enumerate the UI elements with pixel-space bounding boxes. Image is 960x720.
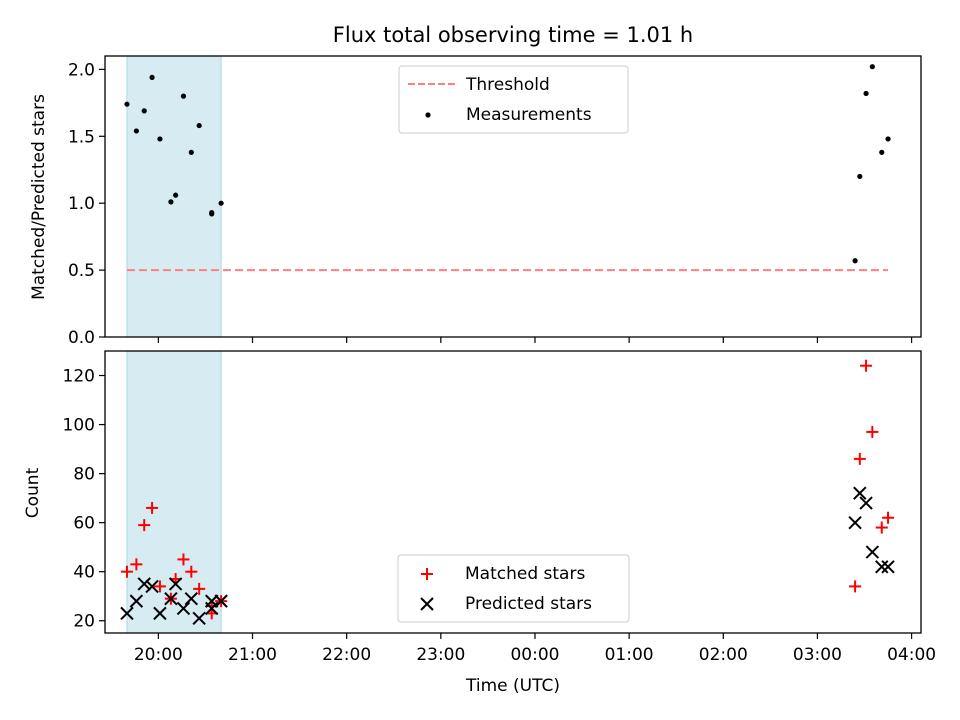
predicted-star-point bbox=[145, 579, 159, 594]
matched-star-point bbox=[860, 359, 873, 372]
legend-matched-label: Matched stars bbox=[465, 564, 585, 584]
predicted-star-point bbox=[137, 577, 151, 591]
x-axis-label: Time (UTC) bbox=[465, 676, 560, 696]
top-y-ticks: 0.0 0.5 1.0 1.5 2.0 bbox=[68, 60, 105, 348]
measurement-point bbox=[885, 136, 891, 142]
bottom-y-tick-label: 120 bbox=[63, 367, 95, 387]
x-tick-label: 23:00 bbox=[416, 645, 465, 665]
predicted-star-point bbox=[176, 601, 191, 616]
bottom-x-ticks: 20:00 21:00 22:00 23:00 00:00 01:00 02:00 03:00… bbox=[134, 633, 936, 665]
bottom-legend-box bbox=[397, 554, 630, 623]
measurement-point bbox=[141, 108, 147, 114]
legend-predicted-label: Predicted stars bbox=[465, 594, 592, 614]
measurement-point bbox=[209, 209, 215, 216]
matched-star-point bbox=[853, 452, 866, 465]
predicted-star-point bbox=[859, 496, 873, 510]
measurement-point bbox=[857, 173, 863, 180]
measurement-point bbox=[149, 74, 155, 81]
predicted-star-point bbox=[214, 594, 228, 608]
matched-star-point bbox=[177, 553, 190, 566]
bottom-shaded-span bbox=[126, 350, 222, 634]
top-y-tick-label: 1.0 bbox=[68, 194, 95, 214]
top-y-tick-label: 0.0 bbox=[68, 328, 95, 348]
measurement-point bbox=[196, 122, 202, 129]
predicted-star-point bbox=[205, 594, 219, 608]
matched-star-point bbox=[849, 580, 862, 593]
matched-star-point bbox=[146, 501, 159, 514]
bottom-y-ticks: 20 40 60 80 100 120 bbox=[63, 367, 105, 632]
legend-measurements-label: Measurements bbox=[466, 105, 592, 125]
predicted-star-point bbox=[848, 515, 862, 530]
predicted-star-point bbox=[192, 611, 206, 625]
predicted-star-point bbox=[120, 606, 134, 621]
bottom-y-axis-label: Count bbox=[23, 467, 43, 518]
matched-star-point bbox=[120, 565, 133, 578]
x-tick-label: 22:00 bbox=[322, 645, 371, 665]
measurement-point bbox=[180, 93, 187, 99]
top-axes-frame bbox=[104, 55, 922, 338]
bottom-shaded-region bbox=[126, 350, 222, 634]
bottom-y-tick-label: 40 bbox=[73, 563, 95, 583]
predicted-star-point bbox=[865, 545, 880, 559]
matched-star-point bbox=[153, 580, 166, 593]
matched-star-point bbox=[138, 519, 151, 532]
legend-measurements-dot-icon bbox=[425, 112, 431, 118]
top-y-tick-label: 0.5 bbox=[68, 261, 95, 281]
matched-star-point bbox=[866, 425, 879, 438]
predicted-star-point bbox=[881, 560, 895, 574]
bottom-y-tick-label: 60 bbox=[73, 514, 95, 534]
x-tick-label: 00:00 bbox=[510, 645, 559, 665]
measurement-point bbox=[869, 64, 875, 70]
x-tick-label: 02:00 bbox=[699, 645, 748, 665]
legend-matched-plus-icon bbox=[421, 568, 433, 580]
top-y-axis-label: Matched/Predicted stars bbox=[29, 94, 49, 300]
top-legend-box bbox=[398, 65, 629, 134]
bottom-plot-marks bbox=[120, 359, 895, 625]
matched-star-point bbox=[130, 558, 143, 571]
top-legend: Threshold Measurements bbox=[398, 65, 629, 134]
matched-star-point bbox=[882, 511, 895, 524]
predicted-star-point bbox=[153, 606, 167, 621]
measurement-point bbox=[173, 192, 179, 198]
predicted-star-point bbox=[168, 577, 183, 591]
bottom-y-tick-label: 80 bbox=[73, 465, 95, 485]
measurement-point bbox=[879, 149, 885, 155]
measurement-point bbox=[124, 101, 130, 107]
chart-title: Flux total observing time = 1.01 h bbox=[333, 23, 693, 47]
measurement-point bbox=[133, 128, 139, 134]
top-y-tick-label: 2.0 bbox=[68, 60, 95, 80]
measurement-point bbox=[218, 200, 224, 206]
predicted-star-point bbox=[853, 486, 867, 500]
x-tick-label: 20:00 bbox=[134, 645, 183, 665]
top-panel: 0.00.51.01.52.0 Matched/Predicted stars … bbox=[29, 55, 922, 348]
top-y-tick-label: 1.5 bbox=[68, 127, 95, 147]
matched-star-point bbox=[193, 582, 206, 595]
measurement-point bbox=[157, 136, 163, 142]
measurement-point bbox=[188, 149, 194, 155]
top-plot-marks bbox=[124, 64, 891, 272]
predicted-star-point bbox=[875, 560, 889, 574]
x-tick-label: 03:00 bbox=[793, 645, 842, 665]
predicted-star-point bbox=[164, 591, 178, 606]
legend-threshold-label: Threshold bbox=[465, 75, 550, 95]
x-tick-label: 04:00 bbox=[887, 645, 936, 665]
measurement-point bbox=[863, 90, 869, 97]
matched-star-point bbox=[185, 565, 198, 578]
measurement-point bbox=[168, 199, 174, 205]
top-x-ticks bbox=[157, 337, 913, 343]
measurement-point bbox=[852, 258, 858, 264]
x-tick-label: 21:00 bbox=[228, 645, 277, 665]
matched-star-point bbox=[875, 521, 888, 534]
bottom-y-tick-label: 20 bbox=[73, 612, 95, 632]
predicted-star-point bbox=[184, 591, 199, 606]
predicted-star-point bbox=[129, 594, 144, 608]
bottom-axes-frame bbox=[104, 350, 922, 634]
legend-predicted-x-icon bbox=[420, 597, 434, 611]
bottom-legend: Matched stars Predicted stars bbox=[397, 554, 630, 623]
x-tick-label: 01:00 bbox=[605, 645, 654, 665]
bottom-panel: 20 40 60 80 100 120 20:00 21:00 22:00 23:00 00:00… bbox=[23, 350, 936, 696]
bottom-y-tick-label: 100 bbox=[63, 416, 95, 436]
